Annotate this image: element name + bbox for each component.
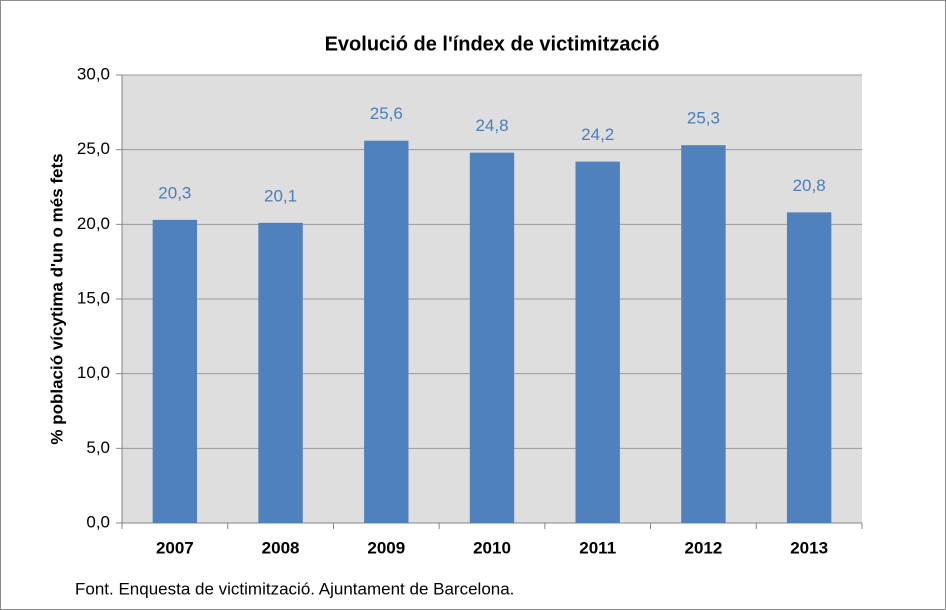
bar (786, 212, 832, 524)
bar (152, 219, 198, 523)
x-tick-label: 2008 (262, 538, 300, 557)
y-axis-label: % població vícytima d'un o més fets (47, 153, 66, 444)
y-tick-label: 20,0 (77, 214, 110, 233)
x-tick-label: 2007 (156, 538, 194, 557)
chart-title: Evolució de l'índex de victimització (325, 33, 660, 55)
data-label: 20,3 (158, 183, 191, 202)
y-tick-label: 30,0 (77, 64, 110, 83)
x-tick-label: 2012 (685, 538, 723, 557)
x-tick-label: 2011 (579, 538, 616, 557)
y-tick-label: 5,0 (86, 438, 110, 457)
y-tick-label: 10,0 (77, 363, 110, 382)
source-note: Font. Enquesta de victimització. Ajuntam… (75, 579, 514, 598)
bar (575, 161, 620, 523)
y-tick-label: 0,0 (86, 512, 110, 531)
data-label: 25,3 (687, 109, 720, 128)
data-label: 20,1 (264, 186, 297, 205)
x-tick-label: 2010 (473, 538, 511, 557)
data-label: 24,8 (475, 116, 508, 135)
x-tick-label: 2009 (367, 538, 405, 557)
y-tick-label: 25,0 (77, 139, 110, 158)
data-label: 20,8 (793, 176, 826, 195)
bar (364, 140, 409, 523)
y-tick-label: 15,0 (77, 288, 110, 307)
data-label: 24,2 (581, 125, 614, 144)
x-tick-label: 2013 (790, 538, 828, 557)
data-label: 25,6 (370, 104, 403, 123)
bar (258, 222, 303, 523)
bar (681, 145, 726, 524)
bar (469, 152, 515, 524)
